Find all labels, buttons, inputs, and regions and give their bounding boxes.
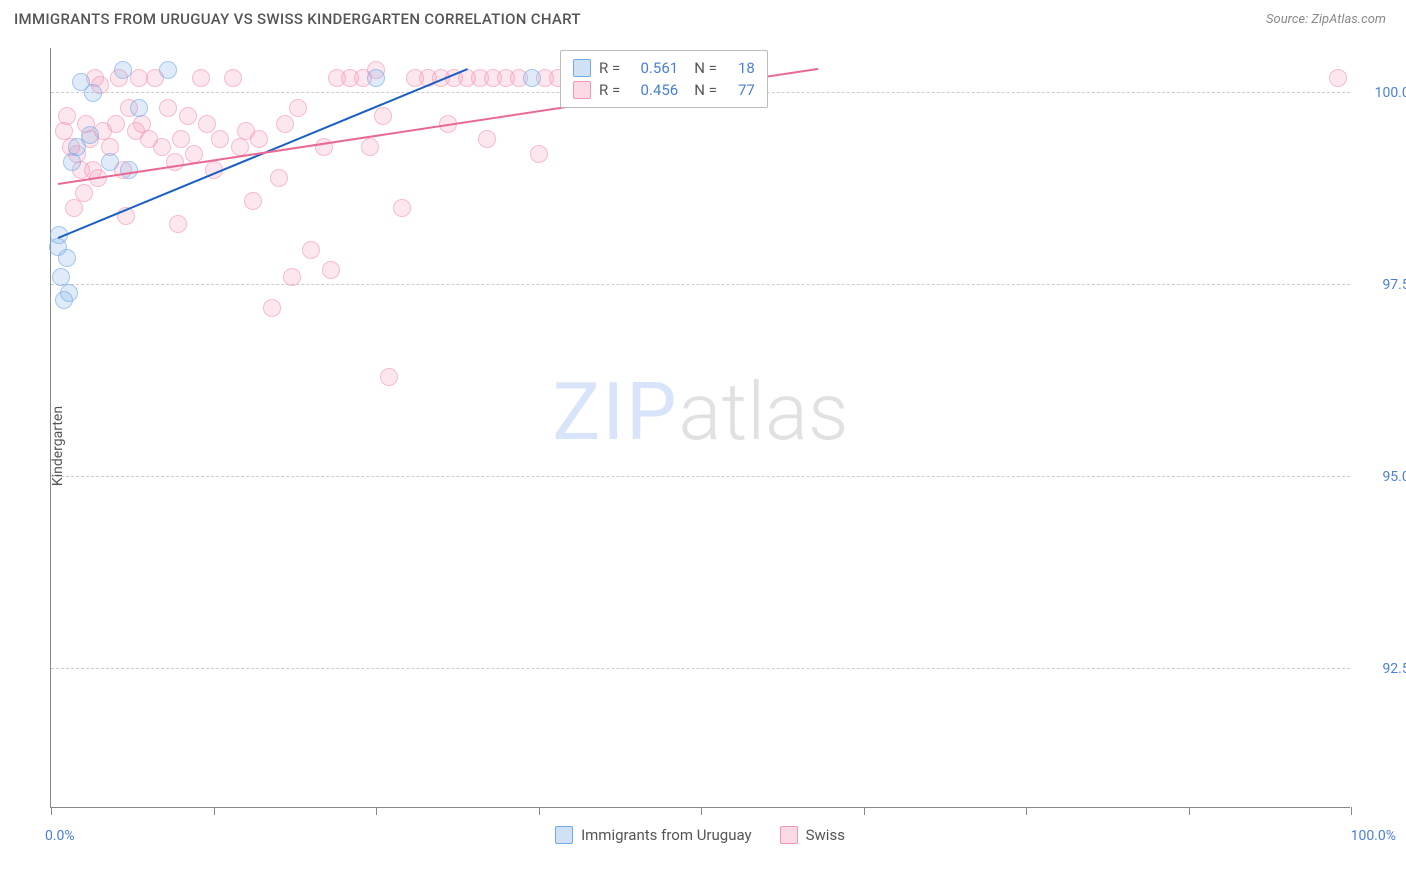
- x-tick: [539, 807, 540, 815]
- scatter-point: [84, 84, 102, 102]
- scatter-point: [60, 284, 78, 302]
- chart-title: IMMIGRANTS FROM URUGUAY VS SWISS KINDERG…: [14, 10, 581, 28]
- scatter-point: [380, 368, 398, 386]
- bottom-legend-item: Swiss: [780, 826, 845, 844]
- scatter-point: [231, 138, 249, 156]
- scatter-point: [58, 249, 76, 267]
- scatter-point: [192, 69, 210, 87]
- scatter-point: [322, 261, 340, 279]
- scatter-point: [283, 268, 301, 286]
- y-tick-label: 97.5%: [1360, 277, 1406, 293]
- gridline: [51, 668, 1350, 669]
- legend-r-label: R =: [599, 59, 620, 77]
- chart-header: IMMIGRANTS FROM URUGUAY VS SWISS KINDERG…: [0, 0, 1406, 34]
- scatter-point: [63, 153, 81, 171]
- y-tick-label: 92.5%: [1360, 661, 1406, 677]
- scatter-point: [179, 107, 197, 125]
- stats-legend: R = 0.561 N = 18 R = 0.456 N = 77: [560, 50, 768, 108]
- scatter-point: [120, 161, 138, 179]
- scatter-point: [302, 241, 320, 259]
- legend-swatch: [573, 59, 591, 77]
- watermark-zip: ZIP: [552, 365, 678, 459]
- scatter-point: [58, 107, 76, 125]
- scatter-point: [367, 69, 385, 87]
- x-tick: [214, 807, 215, 815]
- legend-series-name: Swiss: [806, 826, 845, 844]
- legend-r-value: 0.456: [628, 81, 678, 99]
- scatter-point: [166, 153, 184, 171]
- scatter-point: [169, 215, 187, 233]
- scatter-point: [130, 99, 148, 117]
- bottom-legend: Immigrants from Uruguay Swiss: [50, 826, 1350, 844]
- watermark-atlas: atlas: [679, 365, 849, 459]
- scatter-point: [198, 115, 216, 133]
- scatter-point: [270, 169, 288, 187]
- legend-swatch: [573, 81, 591, 99]
- scatter-point: [276, 115, 294, 133]
- y-tick-label: 95.0%: [1360, 469, 1406, 485]
- scatter-point: [153, 138, 171, 156]
- chart-plot-area: ZIPatlas 92.5%95.0%97.5%100.0%: [50, 48, 1350, 808]
- legend-r-label: R =: [599, 81, 620, 99]
- x-tick-label-start: 0.0%: [45, 828, 75, 844]
- watermark: ZIPatlas: [552, 365, 848, 459]
- scatter-point: [101, 153, 119, 171]
- scatter-point: [107, 115, 125, 133]
- legend-n-value: 77: [725, 81, 755, 99]
- x-tick: [701, 807, 702, 815]
- scatter-point: [211, 130, 229, 148]
- x-tick: [1026, 807, 1027, 815]
- legend-swatch: [780, 826, 798, 844]
- scatter-point: [159, 99, 177, 117]
- scatter-point: [289, 99, 307, 117]
- bottom-legend-item: Immigrants from Uruguay: [555, 826, 752, 844]
- x-tick: [376, 807, 377, 815]
- scatter-point: [172, 130, 190, 148]
- scatter-point: [224, 69, 242, 87]
- scatter-point: [374, 107, 392, 125]
- legend-series-name: Immigrants from Uruguay: [581, 826, 752, 844]
- stats-legend-row: R = 0.561 N = 18: [573, 57, 755, 79]
- scatter-point: [159, 61, 177, 79]
- scatter-point: [75, 184, 93, 202]
- legend-swatch: [555, 826, 573, 844]
- x-tick: [1351, 807, 1352, 815]
- x-tick: [1189, 807, 1190, 815]
- legend-n-label: N =: [694, 81, 717, 99]
- scatter-point: [315, 138, 333, 156]
- x-tick-label-end: 100.0%: [1351, 828, 1396, 844]
- y-tick-label: 100.0%: [1360, 85, 1406, 101]
- scatter-point: [393, 199, 411, 217]
- gridline: [51, 476, 1350, 477]
- chart-source: Source: ZipAtlas.com: [1266, 12, 1386, 27]
- legend-n-label: N =: [694, 59, 717, 77]
- gridline: [51, 284, 1350, 285]
- scatter-point: [361, 138, 379, 156]
- scatter-point: [244, 192, 262, 210]
- scatter-point: [114, 61, 132, 79]
- scatter-point: [478, 130, 496, 148]
- scatter-point: [250, 130, 268, 148]
- legend-r-value: 0.561: [628, 59, 678, 77]
- scatter-point: [263, 299, 281, 317]
- legend-n-value: 18: [725, 59, 755, 77]
- scatter-point: [523, 69, 541, 87]
- scatter-point: [530, 145, 548, 163]
- scatter-point: [81, 126, 99, 144]
- scatter-point: [1329, 69, 1347, 87]
- scatter-point: [65, 199, 83, 217]
- x-tick: [51, 807, 52, 815]
- x-tick: [864, 807, 865, 815]
- stats-legend-row: R = 0.456 N = 77: [573, 79, 755, 101]
